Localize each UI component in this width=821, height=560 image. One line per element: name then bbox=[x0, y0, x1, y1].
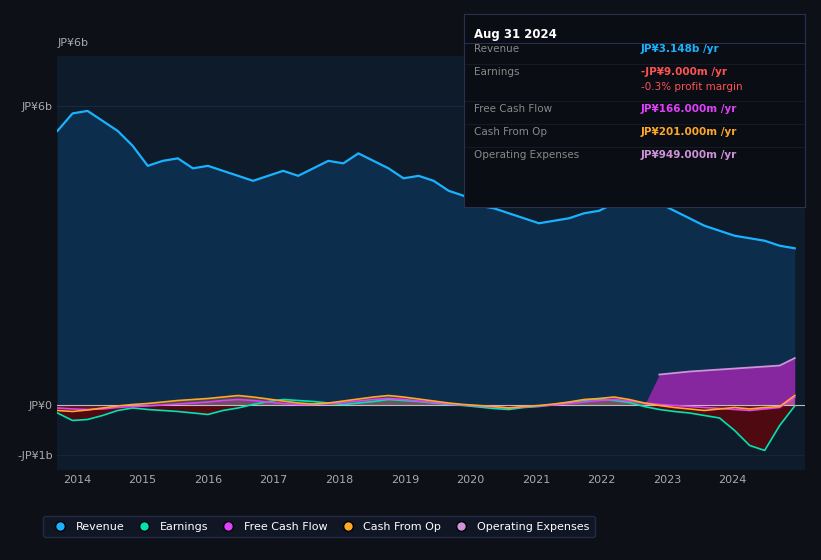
Text: Revenue: Revenue bbox=[474, 44, 519, 54]
Text: JP¥166.000m /yr: JP¥166.000m /yr bbox=[641, 104, 737, 114]
Text: JP¥6b: JP¥6b bbox=[57, 38, 89, 48]
Text: -0.3% profit margin: -0.3% profit margin bbox=[641, 82, 743, 92]
Text: JP¥949.000m /yr: JP¥949.000m /yr bbox=[641, 150, 737, 160]
Text: Cash From Op: Cash From Op bbox=[474, 127, 547, 137]
Text: -JP¥9.000m /yr: -JP¥9.000m /yr bbox=[641, 67, 727, 77]
Text: Operating Expenses: Operating Expenses bbox=[474, 150, 580, 160]
Text: JP¥3.148b /yr: JP¥3.148b /yr bbox=[641, 44, 720, 54]
Text: JP¥201.000m /yr: JP¥201.000m /yr bbox=[641, 127, 737, 137]
Legend: Revenue, Earnings, Free Cash Flow, Cash From Op, Operating Expenses: Revenue, Earnings, Free Cash Flow, Cash … bbox=[44, 516, 594, 538]
Text: Earnings: Earnings bbox=[474, 67, 520, 77]
Text: Free Cash Flow: Free Cash Flow bbox=[474, 104, 553, 114]
Text: Aug 31 2024: Aug 31 2024 bbox=[474, 27, 557, 40]
